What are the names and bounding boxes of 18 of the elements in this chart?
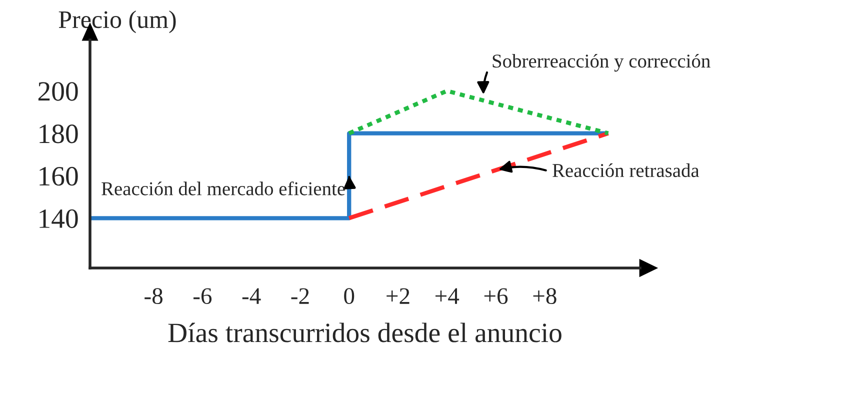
x-tick-label: +2	[386, 288, 410, 304]
x-tick-label: -2	[291, 288, 309, 304]
y-axis-title: Precio (um)	[58, 10, 176, 34]
annotation: Reacción del mercado eficiente	[102, 181, 345, 196]
x-axis-title: Días transcurridos desde el anuncio	[168, 322, 562, 342]
y-tick-label: 140	[40, 209, 78, 228]
x-tick-label: +4	[436, 288, 460, 304]
annotation: Sobrerreacción y corrección	[492, 54, 710, 72]
annotation: Reacción retrasada	[552, 163, 700, 178]
x-tick-label: -8	[144, 288, 162, 304]
x-tick-label: -4	[242, 288, 261, 304]
x-tick-label: +8	[533, 288, 556, 304]
y-tick-label: 200	[38, 82, 78, 101]
y-tick-label: 180	[40, 124, 78, 144]
x-tick-label: +6	[484, 288, 508, 304]
y-tick-label: 160	[40, 166, 78, 186]
x-tick-label: 0	[344, 288, 354, 304]
x-tick-label: -6	[193, 288, 212, 304]
